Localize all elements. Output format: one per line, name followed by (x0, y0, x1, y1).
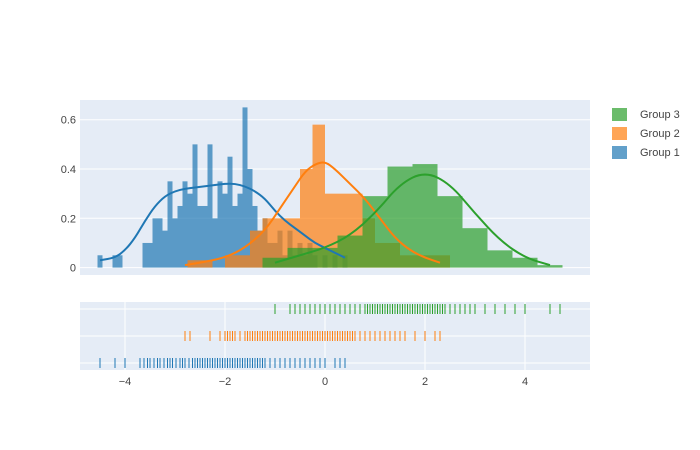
y-tick-label: 0.4 (61, 164, 76, 176)
kde-curve (184, 161, 441, 267)
histogram-bar (222, 193, 228, 268)
histogram-bar (337, 235, 363, 268)
histogram-bar (232, 205, 238, 268)
rug-marks (99, 304, 561, 368)
histogram-bar (187, 193, 193, 268)
histogram-bar (312, 124, 325, 268)
histogram-bar (117, 255, 123, 268)
histogram-bar (167, 181, 173, 268)
histogram-bar (197, 205, 203, 268)
histogram-bar (212, 218, 218, 268)
histogram-bar (250, 230, 263, 268)
histogram-bar (262, 257, 288, 268)
histogram-bar (412, 164, 438, 268)
histogram-bar (300, 169, 313, 268)
kde-curves (99, 161, 551, 267)
histogram-bar (172, 218, 178, 268)
x-tick-label: 2 (422, 376, 428, 388)
x-tick-label: −2 (219, 376, 232, 388)
histogram-bar (537, 265, 563, 268)
legend: Group 3 Group 2 Group 1 (612, 108, 680, 159)
x-tick-label: −4 (119, 376, 132, 388)
histogram-bar (112, 255, 118, 268)
x-tick-label: 4 (522, 376, 528, 388)
histogram-bar (262, 218, 275, 268)
histogram-bar (247, 169, 253, 268)
histogram-bar (217, 181, 223, 268)
histogram-bar (462, 228, 488, 268)
legend-label: Group 1 (640, 147, 680, 159)
histogram-bar (177, 205, 183, 268)
histogram-bar (237, 255, 250, 268)
x-tick-label: 0 (322, 376, 328, 388)
histogram-bar (237, 193, 243, 268)
y-tick-label: 0.6 (61, 115, 76, 127)
histogram-bar (182, 181, 188, 268)
histogram-bar (275, 218, 288, 268)
y-tick-label: 0 (70, 263, 76, 275)
histogram-bar (97, 255, 103, 268)
histogram-bar (192, 144, 198, 268)
y-tick-labels: 0 0.2 0.4 0.6 (61, 115, 76, 275)
kde-curve (274, 173, 551, 267)
legend-swatch (612, 146, 627, 159)
histogram-bar (487, 250, 513, 268)
legend-label: Group 2 (640, 128, 680, 140)
histogram-bar (312, 247, 338, 268)
histogram-bar (147, 242, 153, 268)
histogram-bar (200, 260, 213, 268)
x-tick-labels: −4 −2 0 2 4 (119, 376, 528, 388)
legend-swatch (612, 108, 627, 121)
legend-swatch (612, 127, 627, 140)
histogram-bar (387, 166, 413, 268)
histogram-bar (152, 218, 158, 268)
histogram-bar (437, 196, 463, 268)
histogram-bar (207, 144, 213, 268)
y-tick-label: 0.2 (61, 213, 76, 225)
histogram-bar (142, 242, 148, 268)
histogram-bar (362, 196, 388, 268)
kde-curve (99, 182, 346, 262)
histogram-bar (202, 205, 208, 268)
histogram-bar (157, 218, 163, 268)
histogram-bar (512, 257, 538, 268)
histogram-bar (227, 156, 233, 268)
legend-label: Group 3 (640, 109, 680, 121)
histogram-bar (225, 255, 238, 268)
histogram-bar (162, 230, 168, 268)
